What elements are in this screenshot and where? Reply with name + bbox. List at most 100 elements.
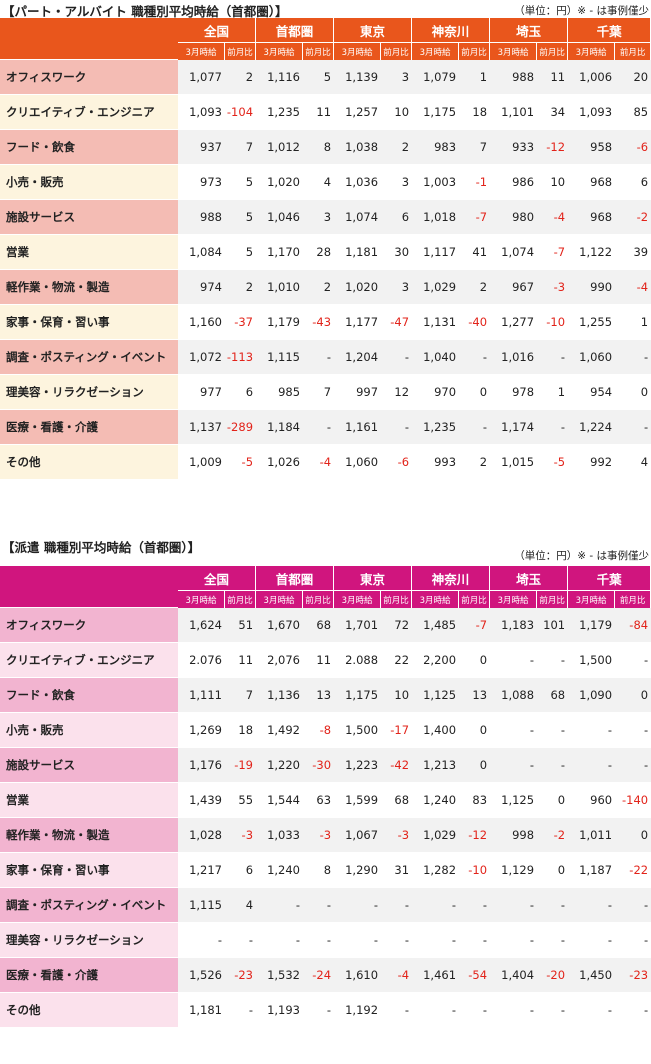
table-row: 理美容・リラクゼーション - - - - - - - - - - - - xyxy=(0,923,651,958)
change-cell: -3 xyxy=(225,818,257,853)
sub-header-change: 前月比 xyxy=(459,591,491,608)
table-row: オフィスワーク 1,077 2 1,116 5 1,139 3 1,079 1 988 11 1,00… xyxy=(0,60,651,95)
change-cell: 7 xyxy=(225,678,257,713)
wage-cell: 1,282 xyxy=(412,853,460,888)
sub-header-change: 前月比 xyxy=(381,591,413,608)
wage-cell: 1,177 xyxy=(334,305,382,340)
change-cell: - xyxy=(615,748,651,783)
change-cell: 8 xyxy=(303,853,335,888)
change-cell: 20 xyxy=(615,60,651,95)
change-cell: 0 xyxy=(459,643,491,678)
change-cell: - xyxy=(381,888,413,923)
wage-cell: 1,028 xyxy=(178,818,225,853)
wage-cell: 1,257 xyxy=(334,95,382,130)
change-cell: - xyxy=(615,713,651,748)
change-cell: 28 xyxy=(303,235,335,270)
change-cell: - xyxy=(381,923,413,958)
wage-cell: 1,500 xyxy=(334,713,382,748)
wage-cell: 1,290 xyxy=(334,853,382,888)
wage-cell: 1,010 xyxy=(256,270,304,305)
wage-cell: 1,020 xyxy=(334,270,382,305)
wage-cell: 2,200 xyxy=(412,643,460,678)
change-cell: 6 xyxy=(381,200,413,235)
wage-cell: 980 xyxy=(490,200,538,235)
change-cell: 7 xyxy=(225,130,257,165)
wage-cell: 1,111 xyxy=(178,678,225,713)
change-cell: 0 xyxy=(459,375,491,410)
wage-cell: - xyxy=(490,643,538,678)
wage-cell: 1,204 xyxy=(334,340,382,375)
wage-cell: 1,461 xyxy=(412,958,460,993)
category-cell: 医療・看護・介護 xyxy=(0,410,178,445)
wage-cell: - xyxy=(334,888,382,923)
wage-cell: 1,176 xyxy=(178,748,225,783)
change-cell: -54 xyxy=(459,958,491,993)
change-cell: 0 xyxy=(615,375,651,410)
wage-cell: 1,125 xyxy=(412,678,460,713)
change-cell: 3 xyxy=(381,270,413,305)
wage-cell: 1,181 xyxy=(334,235,382,270)
wage-cell: - xyxy=(568,748,616,783)
change-cell: - xyxy=(537,340,569,375)
change-cell: 5 xyxy=(225,165,257,200)
change-cell: 6 xyxy=(225,853,257,888)
sub-header-value: 3月時給 xyxy=(490,591,538,608)
change-cell: -4 xyxy=(381,958,413,993)
wage-cell: - xyxy=(568,993,616,1028)
change-cell: -104 xyxy=(225,95,257,130)
change-cell: 68 xyxy=(537,678,569,713)
change-cell: 2 xyxy=(459,445,491,480)
change-cell: -12 xyxy=(537,130,569,165)
wage-cell: 1,093 xyxy=(178,95,225,130)
wage-cell: 1,009 xyxy=(178,445,225,480)
category-cell: フード・飲食 xyxy=(0,130,178,165)
change-cell: - xyxy=(459,993,491,1028)
wage-cell: 933 xyxy=(490,130,538,165)
change-cell: -5 xyxy=(537,445,569,480)
wage-cell: 1,532 xyxy=(256,958,304,993)
wage-cell: 1,255 xyxy=(568,305,616,340)
wage-cell: 1,033 xyxy=(256,818,304,853)
sub-header-change: 前月比 xyxy=(459,43,491,60)
table-row: 医療・看護・介護 1,526 -23 1,532 -24 1,610 -4 1,461 -54 1… xyxy=(0,958,651,993)
category-cell: 理美容・リラクゼーション xyxy=(0,923,178,958)
change-cell: -4 xyxy=(303,445,335,480)
change-cell: -140 xyxy=(615,783,651,818)
category-header-cell xyxy=(0,566,178,608)
change-cell: 4 xyxy=(615,445,651,480)
wage-cell: 1,077 xyxy=(178,60,225,95)
change-cell: 10 xyxy=(381,95,413,130)
sub-header-change: 前月比 xyxy=(537,591,569,608)
sub-header-change: 前月比 xyxy=(225,43,257,60)
wage-cell: 1,439 xyxy=(178,783,225,818)
change-cell: 6 xyxy=(615,165,651,200)
category-cell: 軽作業・物流・製造 xyxy=(0,818,178,853)
table-row: その他 1,181-1,193-1,192- - - - - - - xyxy=(0,993,651,1028)
region-header: 東京 xyxy=(334,566,413,591)
sub-header-value: 3月時給 xyxy=(412,43,460,60)
wage-cell: 968 xyxy=(568,200,616,235)
change-cell: -7 xyxy=(459,608,491,643)
wage-cell: - xyxy=(490,748,538,783)
category-cell: 医療・看護・介護 xyxy=(0,958,178,993)
change-cell: -24 xyxy=(303,958,335,993)
table-row: 医療・看護・介護 1,137 -289 1,184-1,161-1,235-1,174… xyxy=(0,410,651,445)
sub-header-value: 3月時給 xyxy=(568,591,616,608)
change-cell: - xyxy=(615,888,651,923)
wage-cell: 1,016 xyxy=(490,340,538,375)
change-cell: 31 xyxy=(381,853,413,888)
wage-cell: 1,179 xyxy=(568,608,616,643)
wage-cell: 1,015 xyxy=(490,445,538,480)
change-cell: 68 xyxy=(303,608,335,643)
category-cell: 施設サービス xyxy=(0,748,178,783)
wage-cell: 2.088 xyxy=(334,643,382,678)
category-cell: その他 xyxy=(0,445,178,480)
wage-cell: 1,500 xyxy=(568,643,616,678)
table-row: フード・飲食 937 7 1,012 8 1,038 2 983 7 933 -12 958 -6 xyxy=(0,130,651,165)
wage-cell: 993 xyxy=(412,445,460,480)
dispatch-unit-note: （単位：円）※ - は事例僅少 xyxy=(514,550,649,562)
wage-cell: 967 xyxy=(490,270,538,305)
change-cell: 5 xyxy=(225,200,257,235)
wage-cell: 1,450 xyxy=(568,958,616,993)
category-cell: 施設サービス xyxy=(0,200,178,235)
